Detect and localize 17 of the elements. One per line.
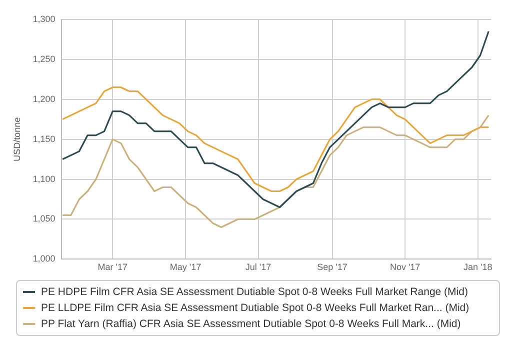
y-tick-label: 1,150 <box>32 134 56 144</box>
legend-label: PE LLDPE Film CFR Asia SE Assessment Dutiable Spot 0-8 Weeks Full Market Ran... (Mid) <box>41 302 470 314</box>
y-tick-label: 1,200 <box>32 94 56 104</box>
y-tick-label: 1,100 <box>32 174 56 184</box>
y-tick-label: 1,250 <box>32 54 56 64</box>
x-tick-label: Jul '17 <box>245 262 272 272</box>
x-tick-label: Sep '17 <box>317 262 348 272</box>
legend-label: PE HDPE Film CFR Asia SE Assessment Dutiable Spot 0-8 Weeks Full Market Range (Mid) <box>41 286 468 298</box>
y-tick-label: 1,000 <box>32 254 56 264</box>
x-tick-label: Nov '17 <box>390 262 420 272</box>
y-axis-title: USD/tonne <box>12 117 22 162</box>
y-tick-label: 1,050 <box>32 214 56 224</box>
x-tick-label: Jan '18 <box>463 262 492 272</box>
x-tick-label: May '17 <box>170 262 202 272</box>
x-tick-label: Mar '17 <box>98 262 128 272</box>
y-tick-label: 1,300 <box>32 14 56 24</box>
legend-label: PP Flat Yarn (Raffia) CFR Asia SE Assessment Dutiable Spot 0-8 Weeks Full Mark... (Mid) <box>41 318 461 330</box>
